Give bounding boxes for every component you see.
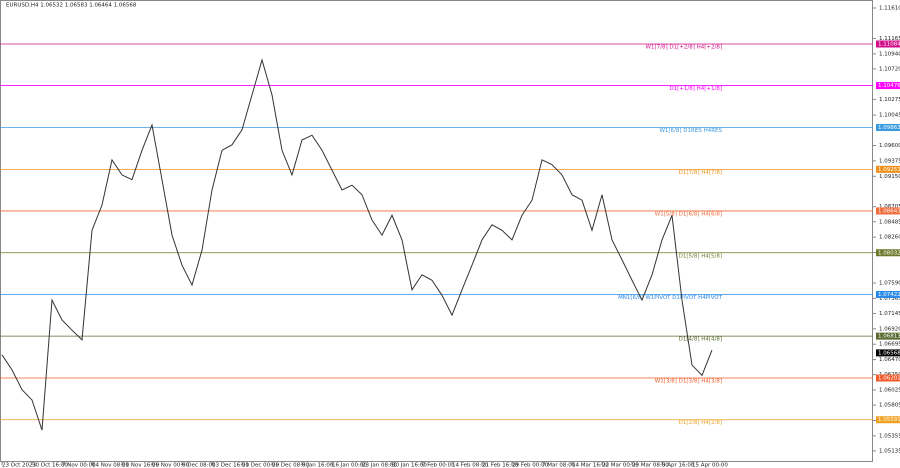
price-box-label: 1.09251	[878, 167, 900, 173]
y-tick-label: 1.08705	[879, 204, 900, 210]
y-tick-label: 1.08260	[879, 235, 900, 241]
level-label: D1[2/8] H4[2/8]	[679, 420, 722, 426]
price-box-label: 1.10476	[878, 83, 900, 89]
x-tick-label: 7 Mar 08:00	[542, 463, 576, 468]
price-box-label: 1.08643	[878, 208, 900, 214]
price-box	[876, 207, 900, 215]
level-label: W1[3/8] D1[3/8] H4[3/8]	[655, 379, 722, 385]
x-tick-label: 14 Nov 08:00	[92, 463, 130, 468]
price-box-label: 1.11084	[878, 41, 900, 47]
y-tick-label: 1.05355	[879, 433, 900, 439]
x-tick-label: 22 Mar 00:00	[602, 463, 639, 468]
x-tick-label: 29 Nov 00:00	[152, 463, 190, 468]
y-tick-label: 1.06470	[879, 357, 900, 363]
current-price-label: 1.06568	[878, 350, 900, 356]
x-tick-label: 15 Apr 00:00	[692, 463, 728, 468]
x-tick-label: 5 Apr 16:00	[662, 463, 695, 468]
plot-frame	[0, 0, 873, 462]
price-box-label: 1.07422	[878, 292, 900, 298]
level-label: D1[7/8] H4[7/8]	[679, 170, 722, 176]
x-tick-label: 23 Jan 08:00	[362, 463, 397, 468]
x-tick-label: 23 Oct 2023	[2, 463, 37, 468]
x-tick-label: 29 Dec 08:00	[272, 463, 309, 468]
y-tick-label: 1.07145	[879, 311, 900, 317]
x-tick-label: 13 Dec 16:00	[212, 463, 249, 468]
price-line	[1, 58, 713, 431]
price-box-label: 1.06813	[878, 334, 900, 340]
level-label: D1[+1/8] H4[+1/8]	[669, 86, 722, 92]
x-tick-label: 7 Nov 00:00	[62, 463, 96, 468]
y-tick-label: 1.11165	[879, 36, 900, 42]
price-box	[876, 40, 900, 48]
x-tick-label: 21 Nov 16:00	[122, 463, 160, 468]
price-box-label: 1.08032	[878, 250, 900, 256]
x-tick-label: 16 Jan 00:00	[332, 463, 367, 468]
level-label: D1[4/8] H4[4/8]	[679, 337, 722, 343]
y-tick-label: 1.05135	[879, 448, 900, 454]
x-tick-label: 30 Oct 16:00	[32, 463, 68, 468]
y-tick-label: 1.10720	[879, 66, 900, 72]
y-tick-label: 1.08485	[879, 219, 900, 225]
y-tick-label: 1.05805	[879, 403, 900, 409]
x-tick-label: 21 Dec 00:00	[242, 463, 279, 468]
price-box	[876, 416, 900, 424]
x-tick-label: 29 Mar 08:00	[632, 463, 669, 468]
price-box	[876, 82, 900, 90]
price-box	[876, 290, 900, 298]
y-tick-label: 1.10940	[879, 51, 900, 57]
price-box	[876, 124, 900, 132]
current-price-box	[876, 349, 900, 357]
x-tick-label: 21 Feb 16:00	[482, 463, 519, 468]
y-tick-label: 1.09600	[879, 143, 900, 149]
level-label: MN1[6/8] W1PIVOT D1PIVOT H4PIVOT	[618, 295, 723, 301]
price-box	[876, 165, 900, 173]
level-label: W1[7/8] D1[+2/8] H4[+2/8]	[646, 44, 722, 50]
y-tick-label: 1.09375	[879, 158, 900, 164]
x-tick-label: 8 Jan 16:00	[302, 463, 334, 468]
y-tick-label: 1.06695	[879, 342, 900, 348]
price-box-label: 1.05591	[878, 417, 900, 423]
x-tick-label: 14 Feb 08:00	[452, 463, 489, 468]
x-tick-label: 7 Feb 00:00	[422, 463, 455, 468]
level-label: W1[5/8] D1[6/8] H4[6/8]	[655, 211, 722, 217]
price-box	[876, 249, 900, 257]
y-tick-label: 1.06920	[879, 326, 900, 332]
price-box	[876, 332, 900, 340]
level-label: D1[5/8] H4[5/8]	[679, 253, 722, 259]
price-box	[876, 374, 900, 382]
x-tick-label: 14 Mar 16:00	[572, 463, 609, 468]
y-tick-label: 1.10275	[879, 97, 900, 103]
chart-title: EURUSD,H4 1.06532 1.06583 1.06464 1.0656…	[6, 3, 137, 9]
y-tick-label: 1.11610	[879, 6, 900, 12]
level-label: W1[6/8] D1RES H4RES	[659, 128, 722, 134]
y-tick-label: 1.06025	[879, 388, 900, 394]
price-box-label: 1.09863	[878, 125, 900, 131]
y-tick-label: 1.09150	[879, 174, 900, 180]
x-tick-label: 6 Dec 08:00	[182, 463, 216, 468]
y-tick-label: 1.07590	[879, 280, 900, 286]
x-tick-label: 29 Feb 00:00	[512, 463, 549, 468]
price-box-label: 1.06201	[878, 376, 900, 382]
y-tick-label: 1.07365	[879, 296, 900, 302]
x-tick-label: 30 Jan 16:00	[392, 463, 427, 468]
y-tick-label: 1.10045	[879, 113, 900, 119]
